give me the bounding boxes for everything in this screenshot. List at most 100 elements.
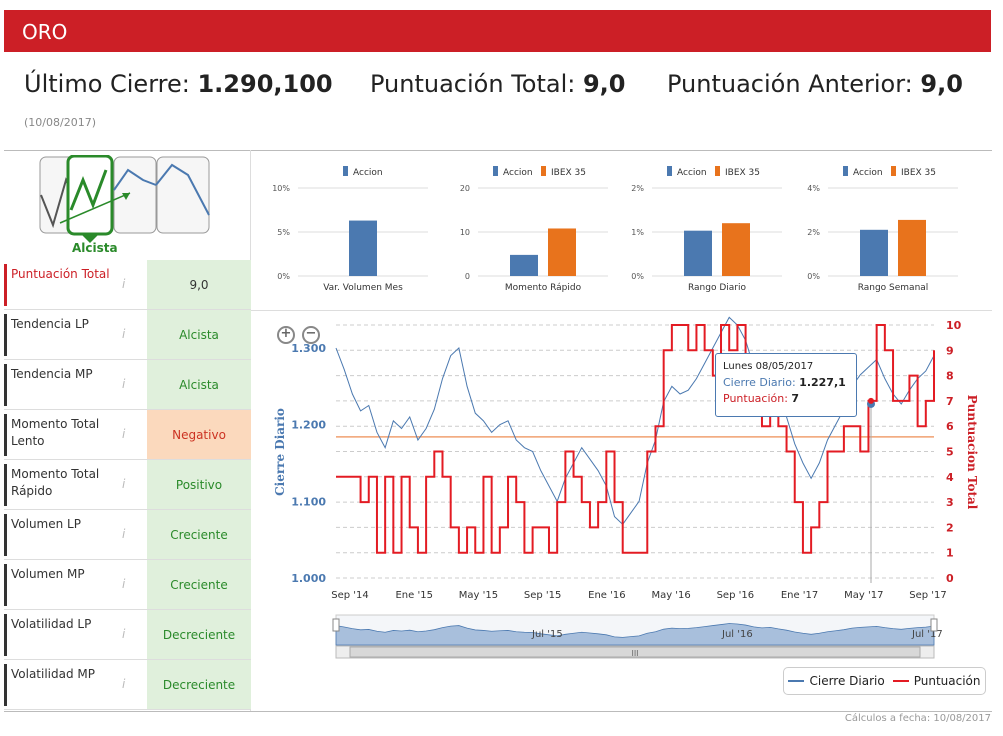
navigator-area [335,623,935,646]
tooltip-score: Puntuación: 7 [723,391,849,407]
legend-item-score[interactable]: Puntuación [892,674,981,688]
trend-label: Alcista [72,241,118,255]
tooltip-date: Lunes 08/05/2017 [723,361,814,372]
legend-label: Accion [503,168,533,178]
info-icon[interactable]: i [122,527,126,541]
info-icon[interactable]: i [122,477,126,491]
legend-swatch [493,166,498,176]
info-icon[interactable]: i [122,627,126,641]
info-icon[interactable]: i [122,677,126,691]
indicator-row-fast-momentum: Momento Total Rápido i Positivo [4,460,251,510]
bar-ibex-35 [898,219,926,276]
chart-tooltip: Lunes 08/05/2017 Cierre Diario: 1.227,1 … [715,353,857,417]
previous-score-value: 9,0 [920,70,963,98]
bar-chart-fast-momentum: Accion IBEX 35 20 10 0 Momento Rápido [460,166,608,293]
page-header: ORO [4,10,991,52]
legend-item-close[interactable]: Cierre Diario [788,674,885,688]
chart-legend: Cierre Diario Puntuación [783,667,986,695]
tooltip-score-label: Puntuación: [723,392,788,405]
indicator-value: Decreciente [147,660,251,709]
legend-label: IBEX 35 [725,168,760,178]
calc-date-footer: Cálculos a fecha: 10/08/2017 [844,713,991,724]
x-axis-label: Rango Semanal [858,283,929,293]
bar-accion [349,220,377,276]
x-tick-label: Ene '16 [588,590,625,601]
x-tick-label: May '17 [844,590,883,601]
x-tick-label: May '15 [459,590,498,601]
y-tick-label: 0% [631,272,644,281]
bar-ibex-35 [548,228,576,276]
legend-label: Accion [353,168,383,178]
y-tick-label: 2% [807,228,820,237]
y-axis-title: Cierre Diario [273,408,287,496]
navigator-handle-right [930,618,938,632]
y-tick-label: 10 [460,228,470,237]
scrollbar-grip: III [631,649,638,658]
info-icon[interactable]: i [122,377,126,391]
indicator-row-total-score: Puntuación Total i 9,0 [4,260,251,310]
y-tick-label: 0% [277,272,290,281]
y-tick-label: 5% [277,228,290,237]
indicator-row-volatility-lp: Volatilidad LP i Decreciente [4,610,251,660]
x-tick-label: Sep '16 [717,590,755,601]
legend-swatch [891,166,896,176]
legend-label: IBEX 35 [901,168,936,178]
indicator-row-trend-mp: Tendencia MP i Alcista [4,360,251,410]
y2-tick-label: 4 [946,471,954,484]
info-icon[interactable]: i [122,327,126,341]
x-tick-label: May '16 [651,590,690,601]
x-tick-label: Sep '14 [331,590,369,601]
navigator-label: Jul '16 [721,629,753,640]
x-axis-label: Momento Rápido [505,283,582,293]
y2-tick-label: 2 [946,521,954,534]
indicator-name: Puntuación Total [11,267,110,281]
indicator-name: Momento Total Lento [11,417,100,448]
y2-tick-label: 5 [946,446,954,459]
y2-tick-label: 7 [946,395,954,408]
y2-tick-label: 6 [946,420,954,433]
summary-date: (10/08/2017) [24,116,96,129]
indicator-name: Volumen MP [11,567,85,581]
y-tick-label: 0 [465,272,470,281]
legend-swatch [715,166,720,176]
indicator-value: Negativo [147,410,251,459]
previous-score: Puntuación Anterior: 9,0 [667,70,963,98]
page-title: ORO [22,20,68,44]
bar-chart-volume: Accion 10% 5% 0% Var. Volumen Mes [272,166,428,293]
zoom-in-icon[interactable]: + [277,326,295,344]
y2-tick-label: 8 [946,370,954,383]
tooltip-close-value: 1.227,1 [799,376,846,389]
y2-tick-label: 10 [946,319,962,332]
indicator-list: Puntuación Total i 9,0 Tendencia LP i Alcist… [4,260,251,710]
indicator-value: Positivo [147,460,251,509]
indicator-value: Alcista [147,310,251,359]
info-icon[interactable]: i [122,427,126,441]
total-score-value: 9,0 [582,70,626,98]
navigator-handle-left [332,618,340,632]
info-icon[interactable]: i [122,577,126,591]
legend-swatch [667,166,672,176]
zoom-out-icon[interactable]: − [302,326,320,344]
indicator-row-trend-lp: Tendencia LP i Alcista [4,310,251,360]
y-tick-label: 1.200 [291,419,326,432]
y-tick-label: 4% [807,184,820,193]
indicator-value: 9,0 [147,260,251,309]
tooltip-score-value: 7 [791,392,800,405]
indicator-name: Volatilidad LP [11,617,92,631]
indicator-name: Tendencia LP [11,317,89,331]
legend-label: Accion [677,168,707,178]
y-tick-label: 1.000 [291,572,326,585]
row-marker [4,314,7,356]
legend-swatch [843,166,848,176]
y-tick-label: 20 [460,184,470,193]
row-marker [4,614,7,656]
bar-accion [684,230,712,276]
last-close-label: Último Cierre: [24,70,190,98]
tooltip-close-label: Cierre Diario: [723,376,796,389]
bar-chart-daily-range: Accion IBEX 35 2% 1% 0% Rango Diario [631,166,782,293]
info-icon[interactable]: i [122,277,126,291]
last-close-value: 1.290,100 [197,70,333,98]
y2-axis-title: Puntuacion Total [965,395,979,510]
x-tick-label: Sep '15 [524,590,562,601]
